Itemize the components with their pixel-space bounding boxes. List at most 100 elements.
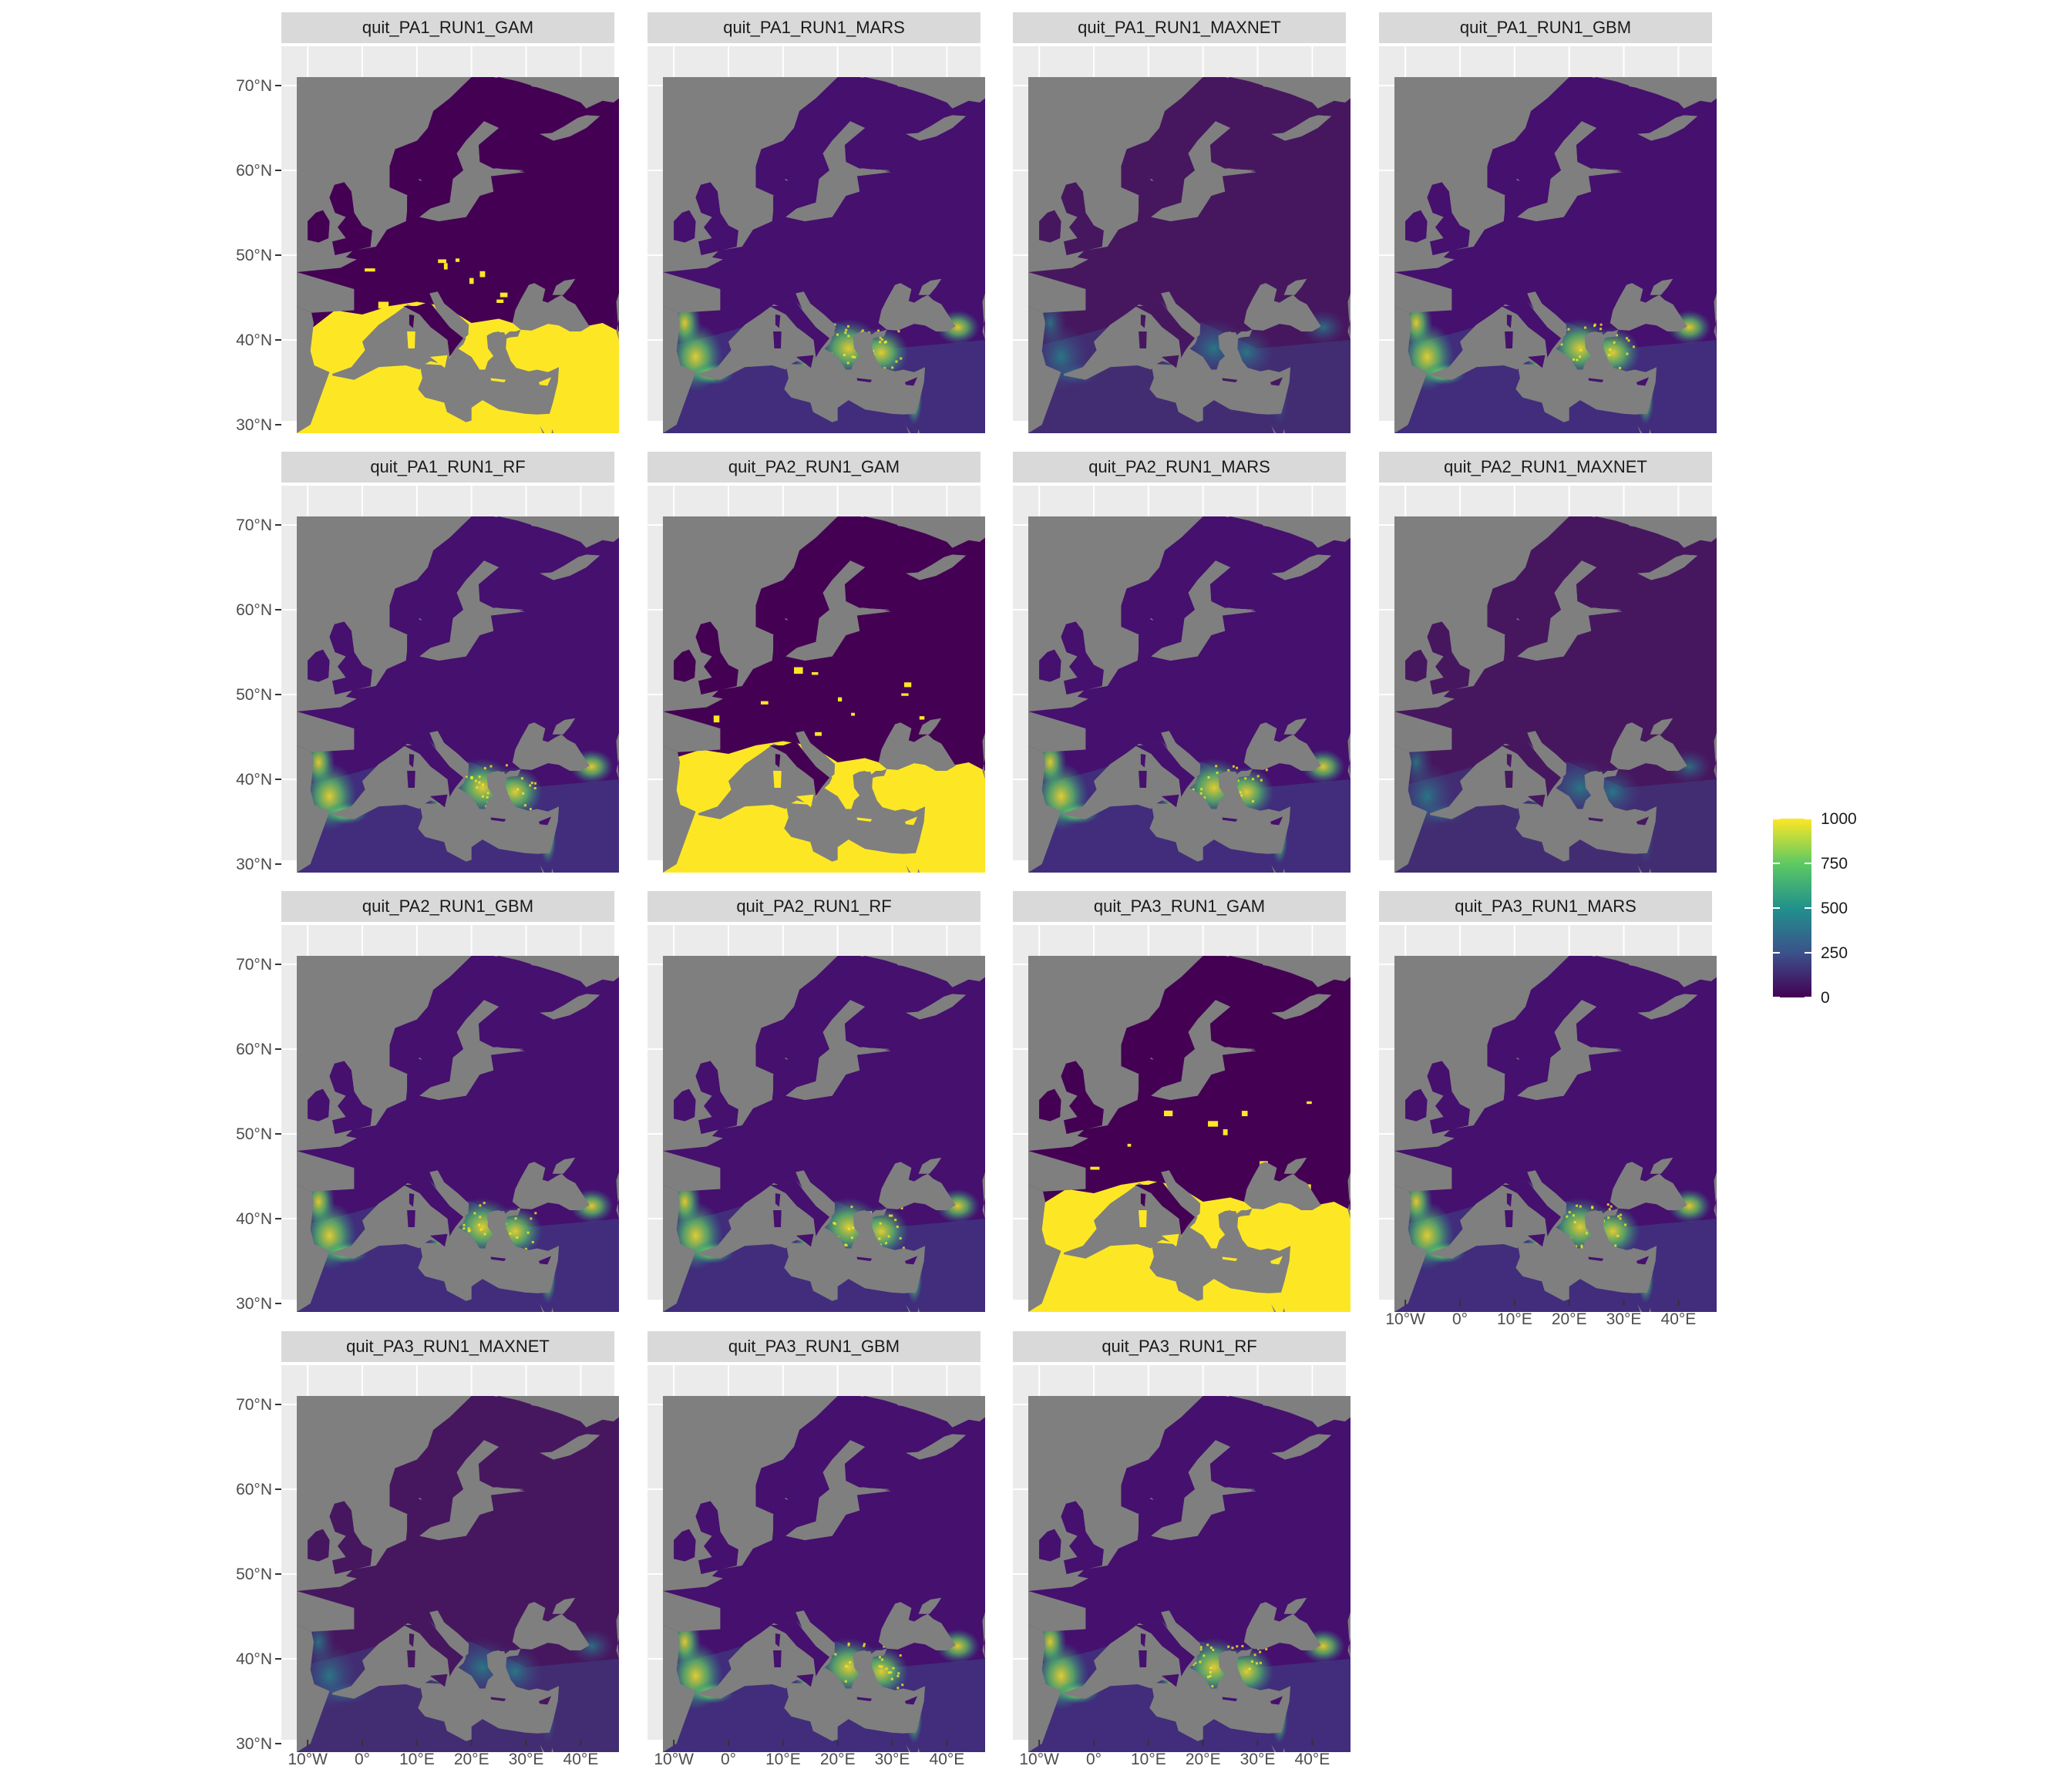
facet-title: quit_PA3_RUN1_GAM bbox=[1094, 896, 1265, 916]
y-tick-label: 60°N bbox=[236, 1481, 272, 1498]
water-area bbox=[1394, 255, 1455, 272]
water-area bbox=[616, 1172, 619, 1219]
water-area bbox=[906, 1744, 920, 1752]
water-area bbox=[1515, 1211, 1657, 1301]
water-area bbox=[1637, 865, 1651, 873]
color-legend: 1000 750 500 250 0 bbox=[1773, 810, 1857, 1007]
x-tick-label: 10°W bbox=[654, 1751, 694, 1768]
facet-strip bbox=[648, 891, 980, 922]
suitability-raster bbox=[297, 516, 619, 873]
facet-strip bbox=[281, 12, 614, 43]
water-area bbox=[854, 329, 887, 339]
water-area bbox=[1394, 1151, 1452, 1192]
water-area bbox=[1028, 255, 1088, 272]
facet-strip bbox=[648, 452, 980, 483]
water-area bbox=[297, 1574, 357, 1591]
y-tick-label: 30°N bbox=[236, 1295, 272, 1313]
facet-panel: quit_PA2_RUN1_MARS bbox=[1013, 452, 1350, 873]
water-area bbox=[1028, 1185, 1061, 1312]
water-area bbox=[1394, 1185, 1428, 1312]
y-tick-label: 30°N bbox=[236, 856, 272, 873]
water-area bbox=[1394, 1134, 1455, 1151]
water-area bbox=[1714, 1172, 1717, 1219]
water-area bbox=[982, 1172, 985, 1219]
facet-title: quit_PA3_RUN1_MARS bbox=[1455, 896, 1636, 916]
facet-strip bbox=[1013, 12, 1346, 43]
facet-title: quit_PA1_RUN1_GAM bbox=[362, 18, 533, 37]
water-area bbox=[1028, 1574, 1088, 1591]
water-area bbox=[1243, 283, 1321, 331]
water-area bbox=[1515, 772, 1657, 862]
water-area bbox=[552, 1597, 576, 1614]
y-tick-label: 60°N bbox=[236, 1041, 272, 1058]
water-area bbox=[663, 1185, 696, 1312]
facet-strip bbox=[648, 12, 980, 43]
water-area bbox=[982, 732, 985, 779]
x-tick-label: 10°W bbox=[288, 1751, 328, 1768]
x-tick-label: 20°E bbox=[454, 1751, 489, 1768]
water-area bbox=[918, 1157, 942, 1174]
water-area bbox=[663, 255, 723, 272]
water-area bbox=[1586, 329, 1619, 339]
water-area bbox=[1028, 695, 1088, 711]
x-tick-label: 0° bbox=[355, 1751, 370, 1768]
water-area bbox=[1394, 272, 1452, 313]
water-area bbox=[1149, 772, 1291, 862]
water-area bbox=[297, 255, 357, 272]
facet-title: quit_PA3_RUN1_RF bbox=[1102, 1337, 1256, 1356]
water-area bbox=[1650, 718, 1673, 735]
water-area bbox=[418, 1211, 560, 1301]
suitability-raster bbox=[1394, 77, 1717, 433]
y-tick-label: 70°N bbox=[236, 77, 272, 95]
water-area bbox=[1347, 732, 1350, 779]
water-area bbox=[878, 1602, 956, 1650]
water-area bbox=[1394, 745, 1428, 873]
water-area bbox=[784, 772, 926, 862]
facet-panel: quit_PA1_RUN1_GAM 30°N 40°N 50°N 60°N 70°N bbox=[236, 12, 619, 434]
water-area bbox=[784, 1211, 926, 1301]
facet-panel: quit_PA1_RUN1_GBM bbox=[1379, 12, 1717, 433]
legend-label: 0 bbox=[1821, 989, 1830, 1007]
water-area bbox=[488, 1208, 521, 1218]
water-area bbox=[297, 1591, 355, 1632]
water-area bbox=[297, 1625, 330, 1752]
water-area bbox=[1610, 283, 1687, 331]
x-tick-label: 30°E bbox=[875, 1751, 910, 1768]
water-area bbox=[1283, 1157, 1307, 1174]
water-area bbox=[1586, 1208, 1619, 1218]
water-area bbox=[1714, 732, 1717, 779]
y-tick-label: 40°N bbox=[236, 1210, 272, 1228]
water-area bbox=[663, 1625, 696, 1752]
facet-panel: quit_PA2_RUN1_GBM 30°N 40°N 50°N 60°N 70°N bbox=[236, 891, 619, 1313]
water-area bbox=[1283, 718, 1307, 735]
y-tick-label: 30°N bbox=[236, 1735, 272, 1753]
suitability-raster bbox=[297, 77, 619, 433]
water-area bbox=[1430, 743, 1548, 819]
facet-panel: quit_PA3_RUN1_MAXNET 30°N 40°N 50°N 60°N 70°N… bbox=[236, 1331, 619, 1768]
water-area bbox=[488, 1648, 521, 1658]
water-area bbox=[1527, 731, 1567, 779]
suitability-raster bbox=[1028, 1396, 1350, 1752]
water-area bbox=[1219, 1208, 1253, 1218]
facet-title: quit_PA1_RUN1_MAXNET bbox=[1078, 18, 1281, 37]
suitability-raster bbox=[1394, 956, 1717, 1312]
facet-strip bbox=[1013, 1331, 1346, 1362]
y-tick-label: 40°N bbox=[236, 331, 272, 349]
water-area bbox=[796, 1610, 836, 1658]
water-area bbox=[1161, 1170, 1201, 1218]
facet-panel: quit_PA1_RUN1_MAXNET bbox=[1013, 12, 1350, 433]
suitability-raster bbox=[663, 77, 985, 433]
facet-panel: quit_PA2_RUN1_GAM bbox=[648, 452, 985, 873]
water-area bbox=[982, 1612, 985, 1659]
water-area bbox=[918, 718, 942, 735]
water-area bbox=[982, 293, 985, 340]
water-area bbox=[552, 278, 576, 295]
water-area bbox=[1064, 304, 1182, 380]
x-tick-label: 10°W bbox=[1385, 1310, 1425, 1328]
suitability-raster bbox=[1028, 516, 1350, 873]
water-area bbox=[663, 1151, 721, 1192]
legend-label: 1000 bbox=[1821, 810, 1857, 828]
water-area bbox=[297, 306, 330, 433]
facet-title: quit_PA3_RUN1_MAXNET bbox=[346, 1337, 550, 1356]
